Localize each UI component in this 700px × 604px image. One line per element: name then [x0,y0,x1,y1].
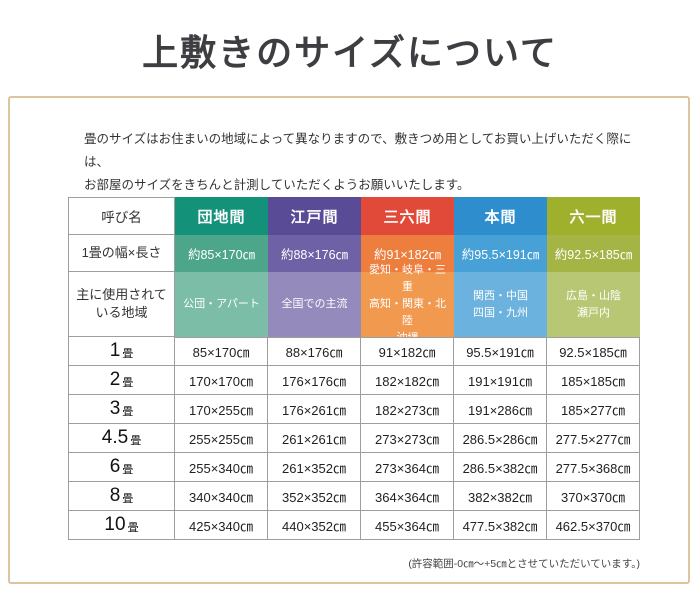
row-label: 3 畳 [68,395,175,424]
size-value-cell: 176×176㎝ [268,366,361,395]
table-header-rokuichima: 六一間 [547,197,640,235]
intro-line-2: お部屋のサイズをきちんと計測していただくようお願いいたします。 [84,178,470,192]
size-value-cell: 462.5×370㎝ [547,511,640,540]
size-table: 呼び名 団地間 江戸間 三六間 本間 六一間 1畳の幅×長さ 約85×170㎝ … [68,197,640,540]
size-value-cell: 261×261㎝ [268,424,361,453]
size-value-cell: 261×352㎝ [268,453,361,482]
size-value-cell: 370×370㎝ [547,482,640,511]
row-label: 8 畳 [68,482,175,511]
row-label: 1 畳 [68,337,175,366]
row-label: 10 畳 [68,511,175,540]
mat-count: 1 [109,340,121,361]
size-value-cell: 92.5×185㎝ [547,337,640,366]
mat-count: 2 [109,369,121,390]
size-value-cell: 273×273㎝ [361,424,454,453]
size-cell: 約88×176㎝ [268,235,361,272]
page-title: 上敷きのサイズについて [142,33,558,73]
table-corner-cell: 呼び名 [68,197,175,235]
mat-unit: 畳 [122,348,134,360]
mat-unit: 畳 [122,377,134,389]
tolerance-footnote: (許容範囲-0㎝～+5㎝とさせていただいています。) [408,558,640,570]
size-value-cell: 340×340㎝ [175,482,268,511]
size-value-cell: 277.5×368㎝ [547,453,640,482]
size-cell: 約85×170㎝ [175,235,268,272]
row-label: 2 畳 [68,366,175,395]
mat-unit: 畳 [130,435,142,447]
size-value-cell: 170×255㎝ [175,395,268,424]
table-header-danchima: 団地間 [175,197,268,235]
table-header-sabrokuma: 三六間 [361,197,454,235]
intro-paragraph: 畳のサイズはお住まいの地域によって異なりますので、敷きつめ用としてお買い上げいた… [84,128,644,197]
size-value-cell: 425×340㎝ [175,511,268,540]
row-label: 6 畳 [68,453,175,482]
size-value-cell: 455×364㎝ [361,511,454,540]
size-value-cell: 170×170㎝ [175,366,268,395]
size-cell: 約91×182㎝ [361,235,454,272]
intro-line-1: 畳のサイズはお住まいの地域によって異なりますので、敷きつめ用としてお買い上げいた… [84,132,632,169]
size-value-cell: 182×182㎝ [361,366,454,395]
region-cell: 広島・山陰 瀬戸内 [547,272,640,337]
size-row-label: 1畳の幅×長さ [68,235,175,272]
mat-count: 10 [104,514,126,535]
size-value-cell: 85×170㎝ [175,337,268,366]
size-value-cell: 255×340㎝ [175,453,268,482]
size-value-cell: 88×176㎝ [268,337,361,366]
size-value-cell: 95.5×191㎝ [454,337,547,366]
mat-count: 3 [109,398,121,419]
size-value-cell: 364×364㎝ [361,482,454,511]
row-label: 4.5 畳 [68,424,175,453]
region-cell: 公団・アパート [175,272,268,337]
size-value-cell: 191×286㎝ [454,395,547,424]
table-header-edoma: 江戸間 [268,197,361,235]
content-panel: 畳のサイズはお住まいの地域によって異なりますので、敷きつめ用としてお買い上げいた… [8,96,690,584]
region-cell: 関西・中国 四国・九州 [454,272,547,337]
region-cell: 全国での主流 [268,272,361,337]
size-value-cell: 91×182㎝ [361,337,454,366]
size-value-cell: 286.5×382㎝ [454,453,547,482]
size-cell: 約95.5×191㎝ [454,235,547,272]
size-value-cell: 382×382㎝ [454,482,547,511]
mat-unit: 畳 [122,493,134,505]
size-value-cell: 176×261㎝ [268,395,361,424]
mat-count: 8 [109,485,121,506]
mat-count: 4.5 [101,427,129,448]
mat-count: 6 [109,456,121,477]
size-value-cell: 185×277㎝ [547,395,640,424]
region-cell: 愛知・岐阜・三重 高知・関東・北陸 沖縄 [361,264,454,344]
table-header-honma: 本間 [454,197,547,235]
size-value-cell: 191×191㎝ [454,366,547,395]
size-value-cell: 286.5×286㎝ [454,424,547,453]
size-value-cell: 352×352㎝ [268,482,361,511]
size-value-cell: 182×273㎝ [361,395,454,424]
size-value-cell: 185×185㎝ [547,366,640,395]
size-value-cell: 277.5×277㎝ [547,424,640,453]
size-value-cell: 255×255㎝ [175,424,268,453]
region-row-label: 主に使用されている地域 [68,272,175,337]
size-value-cell: 440×352㎝ [268,511,361,540]
size-cell: 約92.5×185㎝ [547,235,640,272]
mat-unit: 畳 [122,464,134,476]
size-value-cell: 477.5×382㎝ [454,511,547,540]
mat-unit: 畳 [127,522,139,534]
mat-unit: 畳 [122,406,134,418]
size-value-cell: 273×364㎝ [361,453,454,482]
